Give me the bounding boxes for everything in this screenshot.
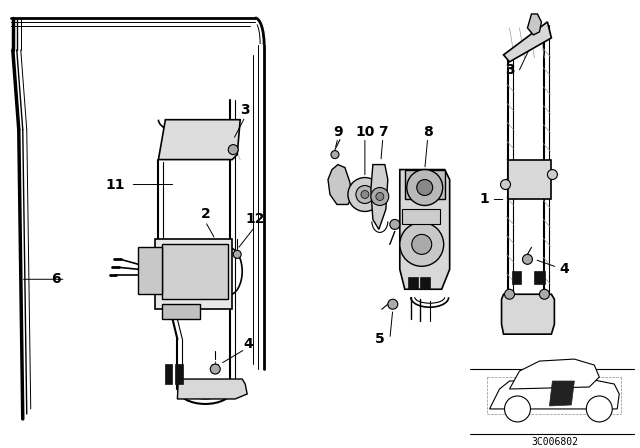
- Polygon shape: [408, 277, 418, 289]
- Text: 12: 12: [245, 212, 265, 226]
- Circle shape: [540, 289, 549, 299]
- Polygon shape: [163, 244, 228, 299]
- Text: 6: 6: [51, 272, 61, 286]
- Circle shape: [356, 185, 374, 203]
- Circle shape: [504, 289, 515, 299]
- Polygon shape: [163, 304, 200, 319]
- Text: 10: 10: [355, 125, 374, 139]
- Text: 3: 3: [241, 103, 250, 117]
- Text: 9: 9: [333, 125, 343, 139]
- Circle shape: [504, 396, 531, 422]
- Polygon shape: [534, 271, 545, 284]
- Circle shape: [331, 151, 339, 159]
- Polygon shape: [177, 379, 247, 399]
- Text: 3C006802: 3C006802: [531, 437, 578, 447]
- Polygon shape: [400, 169, 450, 289]
- Circle shape: [547, 169, 557, 180]
- Circle shape: [400, 222, 444, 266]
- Polygon shape: [328, 164, 352, 204]
- Text: 4: 4: [243, 337, 253, 351]
- Text: 7: 7: [378, 125, 388, 139]
- Polygon shape: [420, 277, 429, 289]
- Text: 1: 1: [480, 193, 490, 207]
- Polygon shape: [165, 364, 172, 384]
- Circle shape: [388, 299, 398, 309]
- Circle shape: [371, 188, 389, 206]
- Polygon shape: [404, 169, 445, 199]
- Polygon shape: [159, 120, 240, 159]
- Circle shape: [228, 145, 238, 155]
- Polygon shape: [175, 364, 183, 384]
- Polygon shape: [511, 271, 522, 284]
- Polygon shape: [504, 22, 552, 62]
- Circle shape: [233, 250, 241, 258]
- Circle shape: [361, 190, 369, 198]
- Text: 11: 11: [106, 177, 125, 192]
- Text: 4: 4: [559, 263, 569, 276]
- Text: 8: 8: [423, 125, 433, 139]
- Polygon shape: [371, 164, 388, 229]
- Polygon shape: [549, 381, 574, 406]
- Polygon shape: [402, 210, 440, 224]
- Polygon shape: [509, 359, 599, 389]
- Polygon shape: [527, 14, 541, 35]
- Circle shape: [522, 254, 532, 264]
- Circle shape: [390, 220, 400, 229]
- Polygon shape: [156, 239, 232, 309]
- Circle shape: [586, 396, 612, 422]
- Circle shape: [211, 364, 220, 374]
- Circle shape: [500, 180, 511, 190]
- Polygon shape: [138, 247, 163, 294]
- Circle shape: [407, 169, 443, 206]
- Text: 3: 3: [505, 63, 515, 77]
- Polygon shape: [508, 159, 552, 199]
- Circle shape: [376, 193, 384, 201]
- Polygon shape: [490, 379, 620, 409]
- Circle shape: [412, 234, 432, 254]
- Circle shape: [417, 180, 433, 195]
- Polygon shape: [502, 294, 554, 334]
- Circle shape: [348, 177, 382, 211]
- Text: 5: 5: [375, 332, 385, 346]
- Text: 2: 2: [200, 207, 210, 221]
